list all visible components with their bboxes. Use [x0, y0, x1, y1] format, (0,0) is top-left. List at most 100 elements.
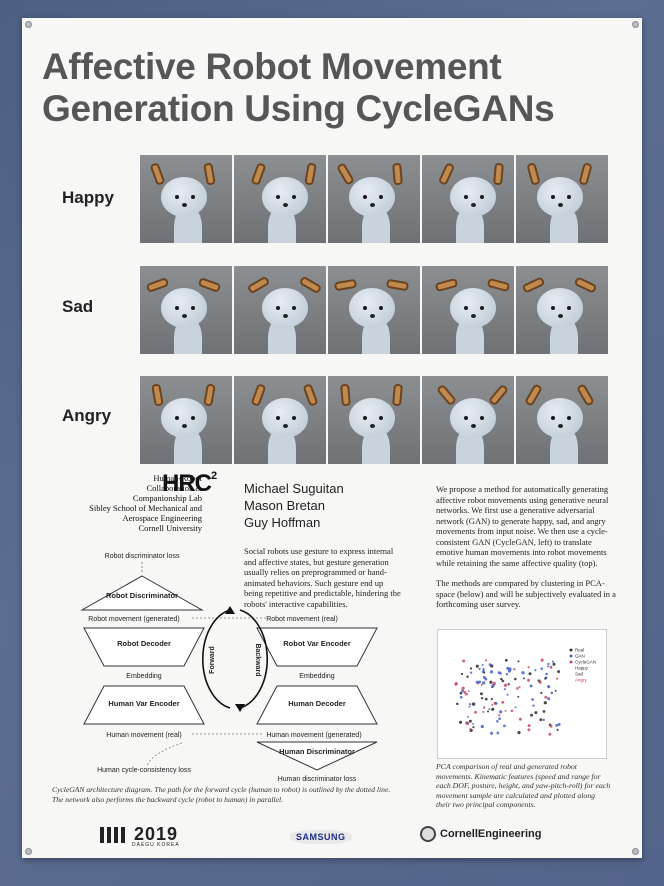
pca-caption: PCA comparison of real and generated rob… [436, 762, 611, 809]
robot-nose [471, 314, 476, 318]
pca-point [494, 701, 498, 705]
robot-decoder-label: Robot Decoder [117, 639, 171, 648]
row-label-happy: Happy [62, 188, 114, 207]
pca-point [491, 707, 495, 711]
title-line-1: Affective Robot Movement [42, 46, 502, 87]
human-decoder-shape [256, 685, 378, 725]
happy-frames [140, 155, 608, 243]
pca-point [475, 664, 479, 668]
robot-photo [422, 266, 514, 354]
robot-eye [464, 195, 468, 199]
pca-point [469, 667, 473, 670]
pca-point [499, 710, 503, 714]
cornell-text: CornellEngineering [440, 828, 542, 840]
pca-point [506, 693, 509, 696]
pca-point [556, 728, 559, 731]
forward-arrowhead [225, 606, 235, 614]
pca-point [547, 697, 551, 701]
robot-eye [464, 306, 468, 310]
pca-point [505, 672, 509, 676]
robot-photo [516, 376, 608, 464]
pca-point [557, 723, 561, 726]
pca-point [543, 701, 547, 705]
robot-var-encoder-shape [256, 627, 378, 667]
robot-ear [521, 276, 546, 294]
pca-point [490, 731, 494, 735]
pca-scatter: Real GAN CycleGAN Happy Sad Angry [454, 648, 596, 736]
robot-ear [246, 275, 271, 295]
robot-eye [175, 416, 179, 420]
sad-frames [140, 266, 608, 354]
author: Michael Suguitan [244, 481, 344, 496]
connector [146, 742, 183, 767]
robot-nose [283, 314, 288, 318]
pca-point [463, 690, 467, 694]
robot-ear [524, 383, 543, 407]
robot-ear [493, 162, 504, 186]
pca-point [552, 662, 556, 666]
robot-nose [182, 314, 187, 318]
cyclegan-diagram: Robot discriminator loss Robot Discrimin… [52, 548, 412, 783]
backward-label: Backward [254, 643, 261, 676]
lab-line: Sibley School of Mechanical and [89, 503, 202, 513]
robot-var-encoder-label: Robot Var Encoder [283, 639, 351, 648]
pca-point [538, 680, 542, 684]
robot-nose [182, 424, 187, 428]
robot-nose [370, 203, 375, 207]
backward-arrowhead [235, 704, 245, 712]
pca-point [518, 686, 521, 688]
human-discriminator-shape [256, 741, 378, 771]
angry-frames [140, 376, 608, 464]
human-disc-loss-label: Human discriminator loss [278, 776, 357, 783]
robot-eye [191, 416, 195, 420]
pca-point [501, 679, 505, 683]
lab-line: Collaboration & [146, 483, 202, 493]
pca-point [500, 677, 503, 681]
pca-point [540, 691, 543, 695]
authors: Michael Suguitan Mason Bretan Guy Hoffma… [244, 480, 344, 531]
pca-point [544, 695, 548, 699]
robot-head [450, 288, 496, 328]
pca-point [518, 717, 522, 721]
pca-point [466, 721, 470, 725]
pca-point [486, 710, 490, 713]
robot-photo [140, 266, 232, 354]
pca-point [510, 709, 514, 713]
robot-eye [276, 416, 280, 420]
pca-point [504, 709, 507, 712]
pca-point [504, 658, 508, 662]
pca-point [497, 671, 501, 675]
pca-point [474, 710, 477, 714]
pca-point [491, 703, 494, 706]
pca-point [547, 662, 550, 666]
robot-head [349, 398, 395, 438]
pca-point [529, 684, 533, 688]
intro-text: Social robots use gesture to express int… [244, 546, 401, 609]
pca-point [482, 681, 486, 685]
robot-eye [379, 416, 383, 420]
robot-head [537, 177, 583, 217]
robot-ear [145, 277, 170, 293]
legend-happy: Happy [575, 666, 589, 671]
robot-head [349, 177, 395, 217]
robot-head [262, 177, 308, 217]
pca-point [489, 670, 494, 674]
pca-point [462, 659, 466, 663]
backward-arc [239, 609, 269, 709]
robot-ear [203, 383, 216, 407]
pca-point [454, 682, 458, 686]
pca-point [481, 664, 484, 666]
pin [632, 848, 639, 855]
pca-point [503, 724, 506, 728]
robot-ear [203, 162, 216, 186]
robot-ear [250, 162, 267, 186]
pca-point [517, 660, 520, 663]
pca-point [542, 710, 546, 713]
pca-point [516, 686, 519, 690]
pca-point [548, 732, 552, 736]
pca-point [484, 697, 488, 701]
robot-head [262, 288, 308, 328]
pca-point [482, 667, 485, 670]
hri-sub: DAEGU KOREA [132, 842, 180, 848]
samsung-logo: SAMSUNG [290, 830, 352, 844]
